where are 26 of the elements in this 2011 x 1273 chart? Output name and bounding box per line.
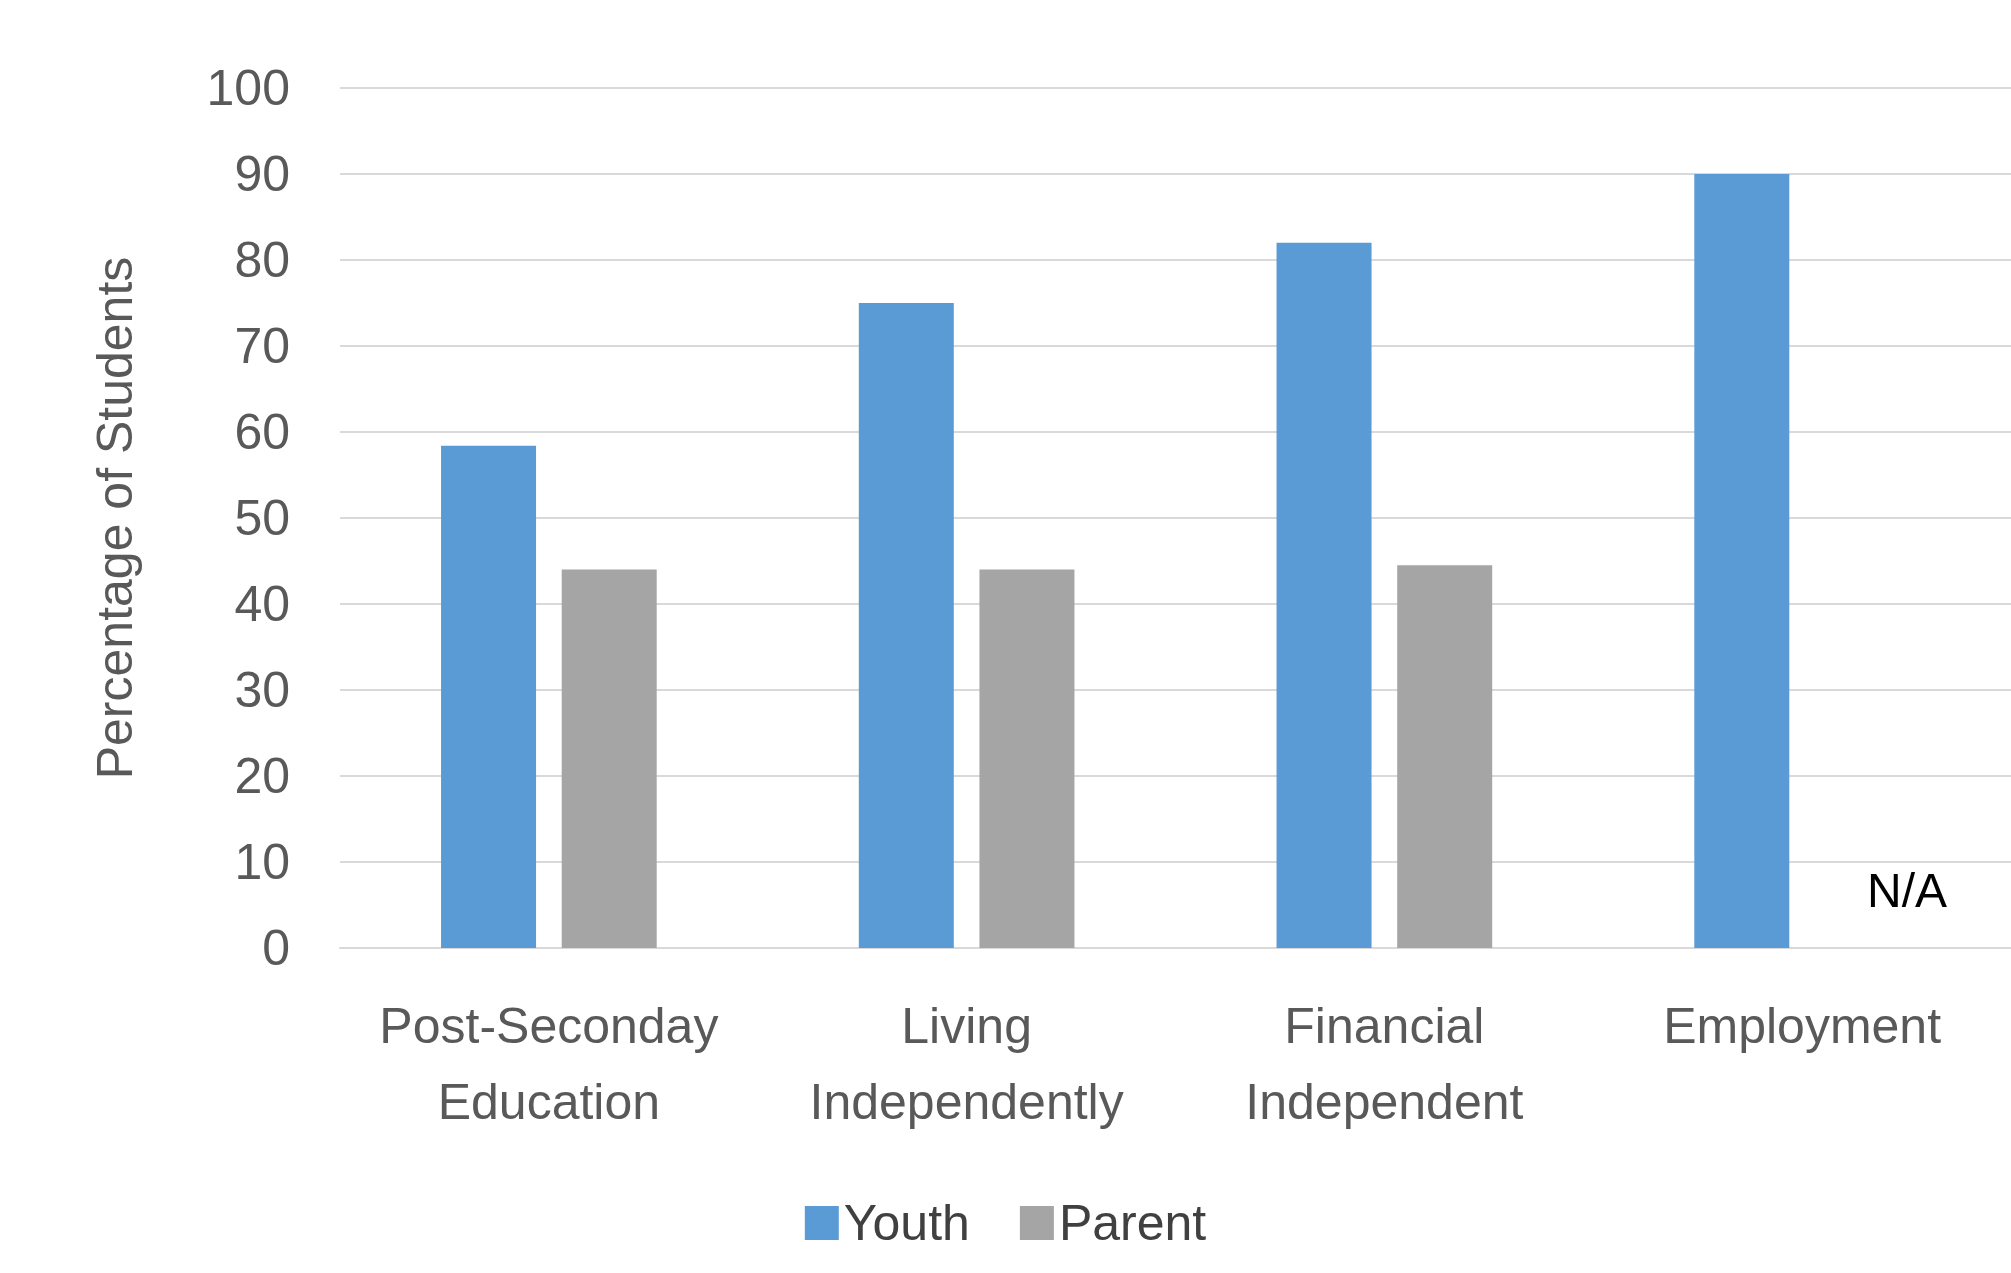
x-tick-label: Living Independently — [809, 998, 1124, 1130]
y-tick-label: 80 — [234, 232, 290, 288]
y-tick-label: 60 — [234, 404, 290, 460]
y-tick-label: 100 — [206, 60, 290, 116]
y-tick-label: 30 — [234, 662, 290, 718]
bar — [858, 303, 954, 948]
legend-label: Youth — [843, 1195, 970, 1251]
y-tick-label: 50 — [234, 490, 290, 546]
y-tick-label: 70 — [234, 318, 290, 374]
bar — [1397, 565, 1493, 948]
bar — [561, 569, 657, 948]
y-tick-label: 10 — [234, 834, 290, 890]
y-axis-title: Percentage of Students — [87, 256, 143, 780]
y-tick-label: 40 — [234, 576, 290, 632]
bar — [979, 569, 1075, 948]
y-tick-label: 20 — [234, 748, 290, 804]
y-tick-label: 90 — [234, 146, 290, 202]
bar — [1694, 174, 1790, 948]
annotation: N/A — [1866, 863, 1947, 917]
bar — [1276, 242, 1372, 948]
x-tick-label: Employment — [1663, 998, 1942, 1054]
legend-label: Parent — [1058, 1195, 1207, 1251]
bar — [441, 445, 537, 948]
y-tick-label: 0 — [262, 920, 290, 976]
x-tick-label: Post-Seconday Education — [379, 998, 719, 1130]
x-tick-label: Financial Independent — [1245, 998, 1524, 1130]
